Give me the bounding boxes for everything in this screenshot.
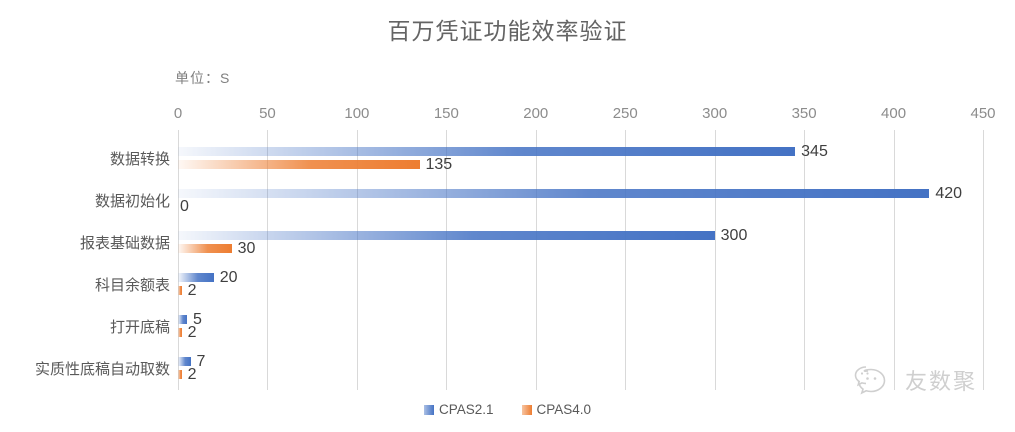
legend-item: CPAS4.0 — [521, 402, 592, 417]
category-label: 实质性底稿自动取数 — [34, 360, 170, 378]
x-axis-tick: 150 — [433, 105, 459, 122]
bar-line: 345 — [178, 143, 983, 159]
gridline — [535, 130, 537, 390]
watermark-text: 友数聚 — [905, 369, 978, 394]
gridline — [625, 130, 627, 390]
x-axis-tick: 300 — [702, 105, 728, 122]
wechat-icon — [854, 366, 886, 395]
x-axis-tick: 250 — [612, 105, 638, 122]
bar-group: 345 135 — [178, 137, 983, 179]
gridline — [804, 130, 806, 390]
gridline — [356, 130, 358, 390]
category-labels: 数据转换数据初始化报表基础数据科目余额表打开底稿实质性底稿自动取数 — [0, 137, 170, 389]
bar-cpas40 — [178, 244, 232, 253]
data-label: 2 — [187, 365, 197, 383]
bar-group: 20 2 — [178, 263, 983, 305]
bar-line: 20 — [178, 269, 983, 285]
x-axis-tick: 200 — [523, 105, 549, 122]
bar-cpas21 — [178, 273, 214, 282]
category-label: 报表基础数据 — [79, 234, 170, 252]
gridline — [983, 130, 984, 390]
data-label: 345 — [801, 142, 828, 160]
data-label: 0 — [180, 197, 189, 215]
bar-cpas40 — [178, 286, 182, 295]
legend-item: CPAS2.1 — [423, 402, 494, 417]
legend: CPAS2.1 CPAS4.0 — [0, 402, 1015, 417]
bar-line: 135 — [178, 156, 983, 172]
data-label: 30 — [237, 239, 256, 257]
bar-line: 300 — [178, 227, 983, 243]
data-label: 2 — [187, 323, 197, 341]
x-axis-tick: 0 — [173, 105, 183, 122]
bar-cpas21 — [178, 189, 930, 198]
watermark: 友数聚 — [852, 360, 977, 400]
category-label: 科目余额表 — [94, 276, 170, 294]
gridline — [178, 130, 179, 390]
bar-line: 0 — [178, 198, 983, 214]
bar-group: 420 0 — [178, 179, 983, 221]
gridline — [446, 130, 448, 390]
bar-line: 30 — [178, 240, 983, 256]
data-label: 2 — [187, 281, 197, 299]
bar-line: 2 — [178, 366, 983, 382]
x-axis-tick: 350 — [791, 105, 817, 122]
x-axis-tick: 400 — [881, 105, 907, 122]
bar-group: 300 30 — [178, 221, 983, 263]
chart-title: 百万凭证功能效率验证 — [387, 18, 628, 44]
gridline — [714, 130, 716, 390]
bar-cpas21 — [178, 357, 191, 366]
category-label: 数据初始化 — [94, 192, 170, 210]
gridline — [267, 130, 269, 390]
bar-cpas40 — [178, 328, 182, 337]
x-axis-tick: 50 — [259, 105, 276, 122]
data-label: 7 — [196, 352, 206, 370]
data-label: 300 — [720, 226, 748, 244]
gridline — [893, 130, 895, 390]
plot-area: 0 50 100 150 200 250 300 350 400 450 — [174, 105, 996, 390]
unit-label: 单位：S — [175, 70, 231, 86]
bar-cpas21 — [178, 315, 187, 324]
legend-marker — [521, 404, 532, 415]
bar-line: 2 — [178, 282, 983, 298]
bar-line: 5 — [178, 311, 983, 327]
x-axis-tick: 450 — [970, 105, 996, 122]
legend-marker — [423, 404, 434, 415]
x-axis-tick: 100 — [344, 105, 370, 122]
category-label: 数据转换 — [109, 150, 170, 168]
bar-cpas21 — [178, 147, 796, 156]
data-label: 135 — [425, 155, 453, 173]
bar-cpas40 — [178, 160, 420, 169]
bar-cpas21 — [178, 231, 715, 240]
category-label: 打开底稿 — [109, 318, 170, 336]
bar-cpas40 — [178, 370, 182, 379]
data-label: 420 — [935, 184, 963, 202]
bar-line: 7 — [178, 353, 983, 369]
bar-line: 2 — [178, 324, 983, 340]
bar-line: 420 — [178, 185, 983, 201]
data-label: 20 — [219, 268, 238, 286]
legend-label: CPAS2.1 — [438, 402, 494, 417]
legend-label: CPAS4.0 — [536, 402, 592, 417]
data-label: 5 — [192, 310, 202, 328]
